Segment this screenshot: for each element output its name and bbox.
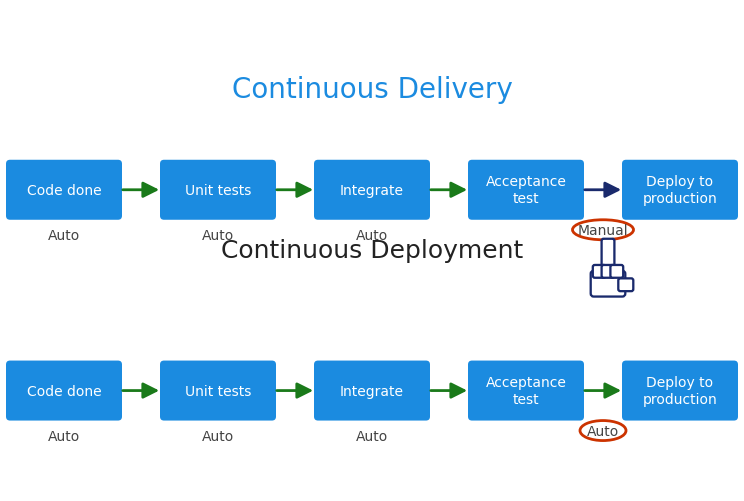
FancyBboxPatch shape — [6, 361, 122, 421]
Text: Auto: Auto — [48, 228, 80, 242]
Text: Auto: Auto — [587, 424, 619, 438]
Text: Integrate: Integrate — [340, 183, 404, 197]
FancyBboxPatch shape — [6, 160, 122, 220]
FancyBboxPatch shape — [160, 160, 276, 220]
Text: Continuous Deployment: Continuous Deployment — [221, 238, 523, 263]
Text: Auto: Auto — [356, 429, 388, 443]
FancyBboxPatch shape — [468, 160, 584, 220]
FancyBboxPatch shape — [591, 271, 625, 297]
FancyBboxPatch shape — [468, 361, 584, 421]
Text: Integrate: Integrate — [340, 384, 404, 398]
Text: Acceptance
test: Acceptance test — [486, 175, 566, 206]
FancyBboxPatch shape — [610, 266, 623, 278]
FancyBboxPatch shape — [593, 266, 606, 278]
Text: Unit tests: Unit tests — [185, 384, 251, 398]
FancyBboxPatch shape — [622, 361, 738, 421]
Text: Acceptance
test: Acceptance test — [486, 375, 566, 406]
FancyBboxPatch shape — [314, 361, 430, 421]
FancyBboxPatch shape — [602, 266, 615, 278]
FancyBboxPatch shape — [602, 239, 615, 271]
Text: Auto: Auto — [202, 429, 234, 443]
FancyBboxPatch shape — [618, 279, 633, 292]
FancyBboxPatch shape — [314, 160, 430, 220]
Text: Code done: Code done — [27, 183, 101, 197]
Text: Auto: Auto — [356, 228, 388, 242]
Text: Deploy to
production: Deploy to production — [643, 175, 717, 206]
Text: Auto: Auto — [48, 429, 80, 443]
Text: Unit tests: Unit tests — [185, 183, 251, 197]
FancyBboxPatch shape — [622, 160, 738, 220]
Text: Deploy to
production: Deploy to production — [643, 375, 717, 406]
FancyBboxPatch shape — [160, 361, 276, 421]
Text: Auto: Auto — [202, 228, 234, 242]
Text: Code done: Code done — [27, 384, 101, 398]
Text: Continuous Delivery: Continuous Delivery — [231, 76, 513, 104]
Text: Manual: Manual — [577, 223, 629, 237]
